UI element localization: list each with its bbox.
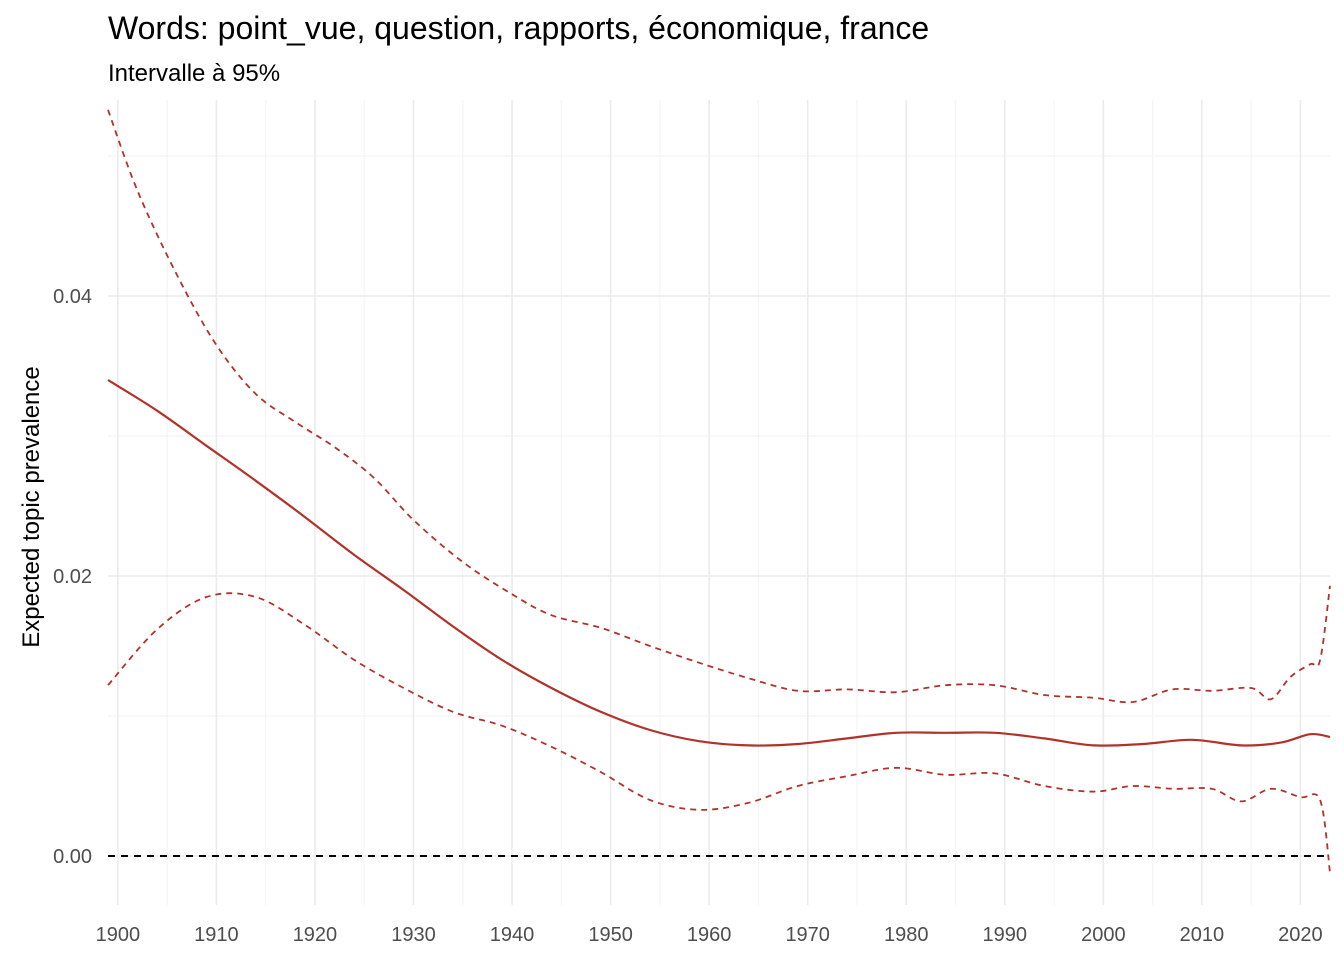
y-tick-label: 0.04: [53, 286, 92, 308]
x-tick-label: 1960: [687, 924, 732, 946]
y-tick-label: 0.00: [53, 846, 92, 868]
x-tick-label: 1950: [588, 924, 633, 946]
y-axis-ticks: 0.00 0.02 0.04: [53, 286, 92, 868]
x-tick-label: 1970: [785, 924, 830, 946]
chart-subtitle: Intervalle à 95%: [108, 60, 281, 87]
x-tick-label: 2000: [1081, 924, 1126, 946]
x-tick-label: 1910: [194, 924, 239, 946]
y-axis-title: Expected topic prevalence: [18, 366, 45, 648]
x-tick-label: 1980: [884, 924, 929, 946]
series-line-upper-bound: [107, 109, 1331, 704]
x-tick-label: 1930: [391, 924, 436, 946]
y-tick-label: 0.02: [53, 566, 92, 588]
series-line-estimate: [107, 379, 1331, 747]
grid: [108, 100, 1330, 905]
x-tick-label: 1990: [983, 924, 1028, 946]
x-tick-label: 1920: [293, 924, 338, 946]
series-line-lower-bound: [107, 592, 1331, 873]
x-tick-label: 2010: [1180, 924, 1225, 946]
x-tick-label: 1940: [490, 924, 535, 946]
series-layer: [107, 109, 1331, 873]
x-tick-label: 2020: [1278, 924, 1323, 946]
x-tick-label: 1900: [96, 924, 141, 946]
chart-title: Words: point_vue, question, rapports, éc…: [108, 10, 930, 46]
x-axis-ticks: 1900 1910 1920 1930 1940 1950 1960 1970 1980 1990…: [96, 924, 1323, 946]
